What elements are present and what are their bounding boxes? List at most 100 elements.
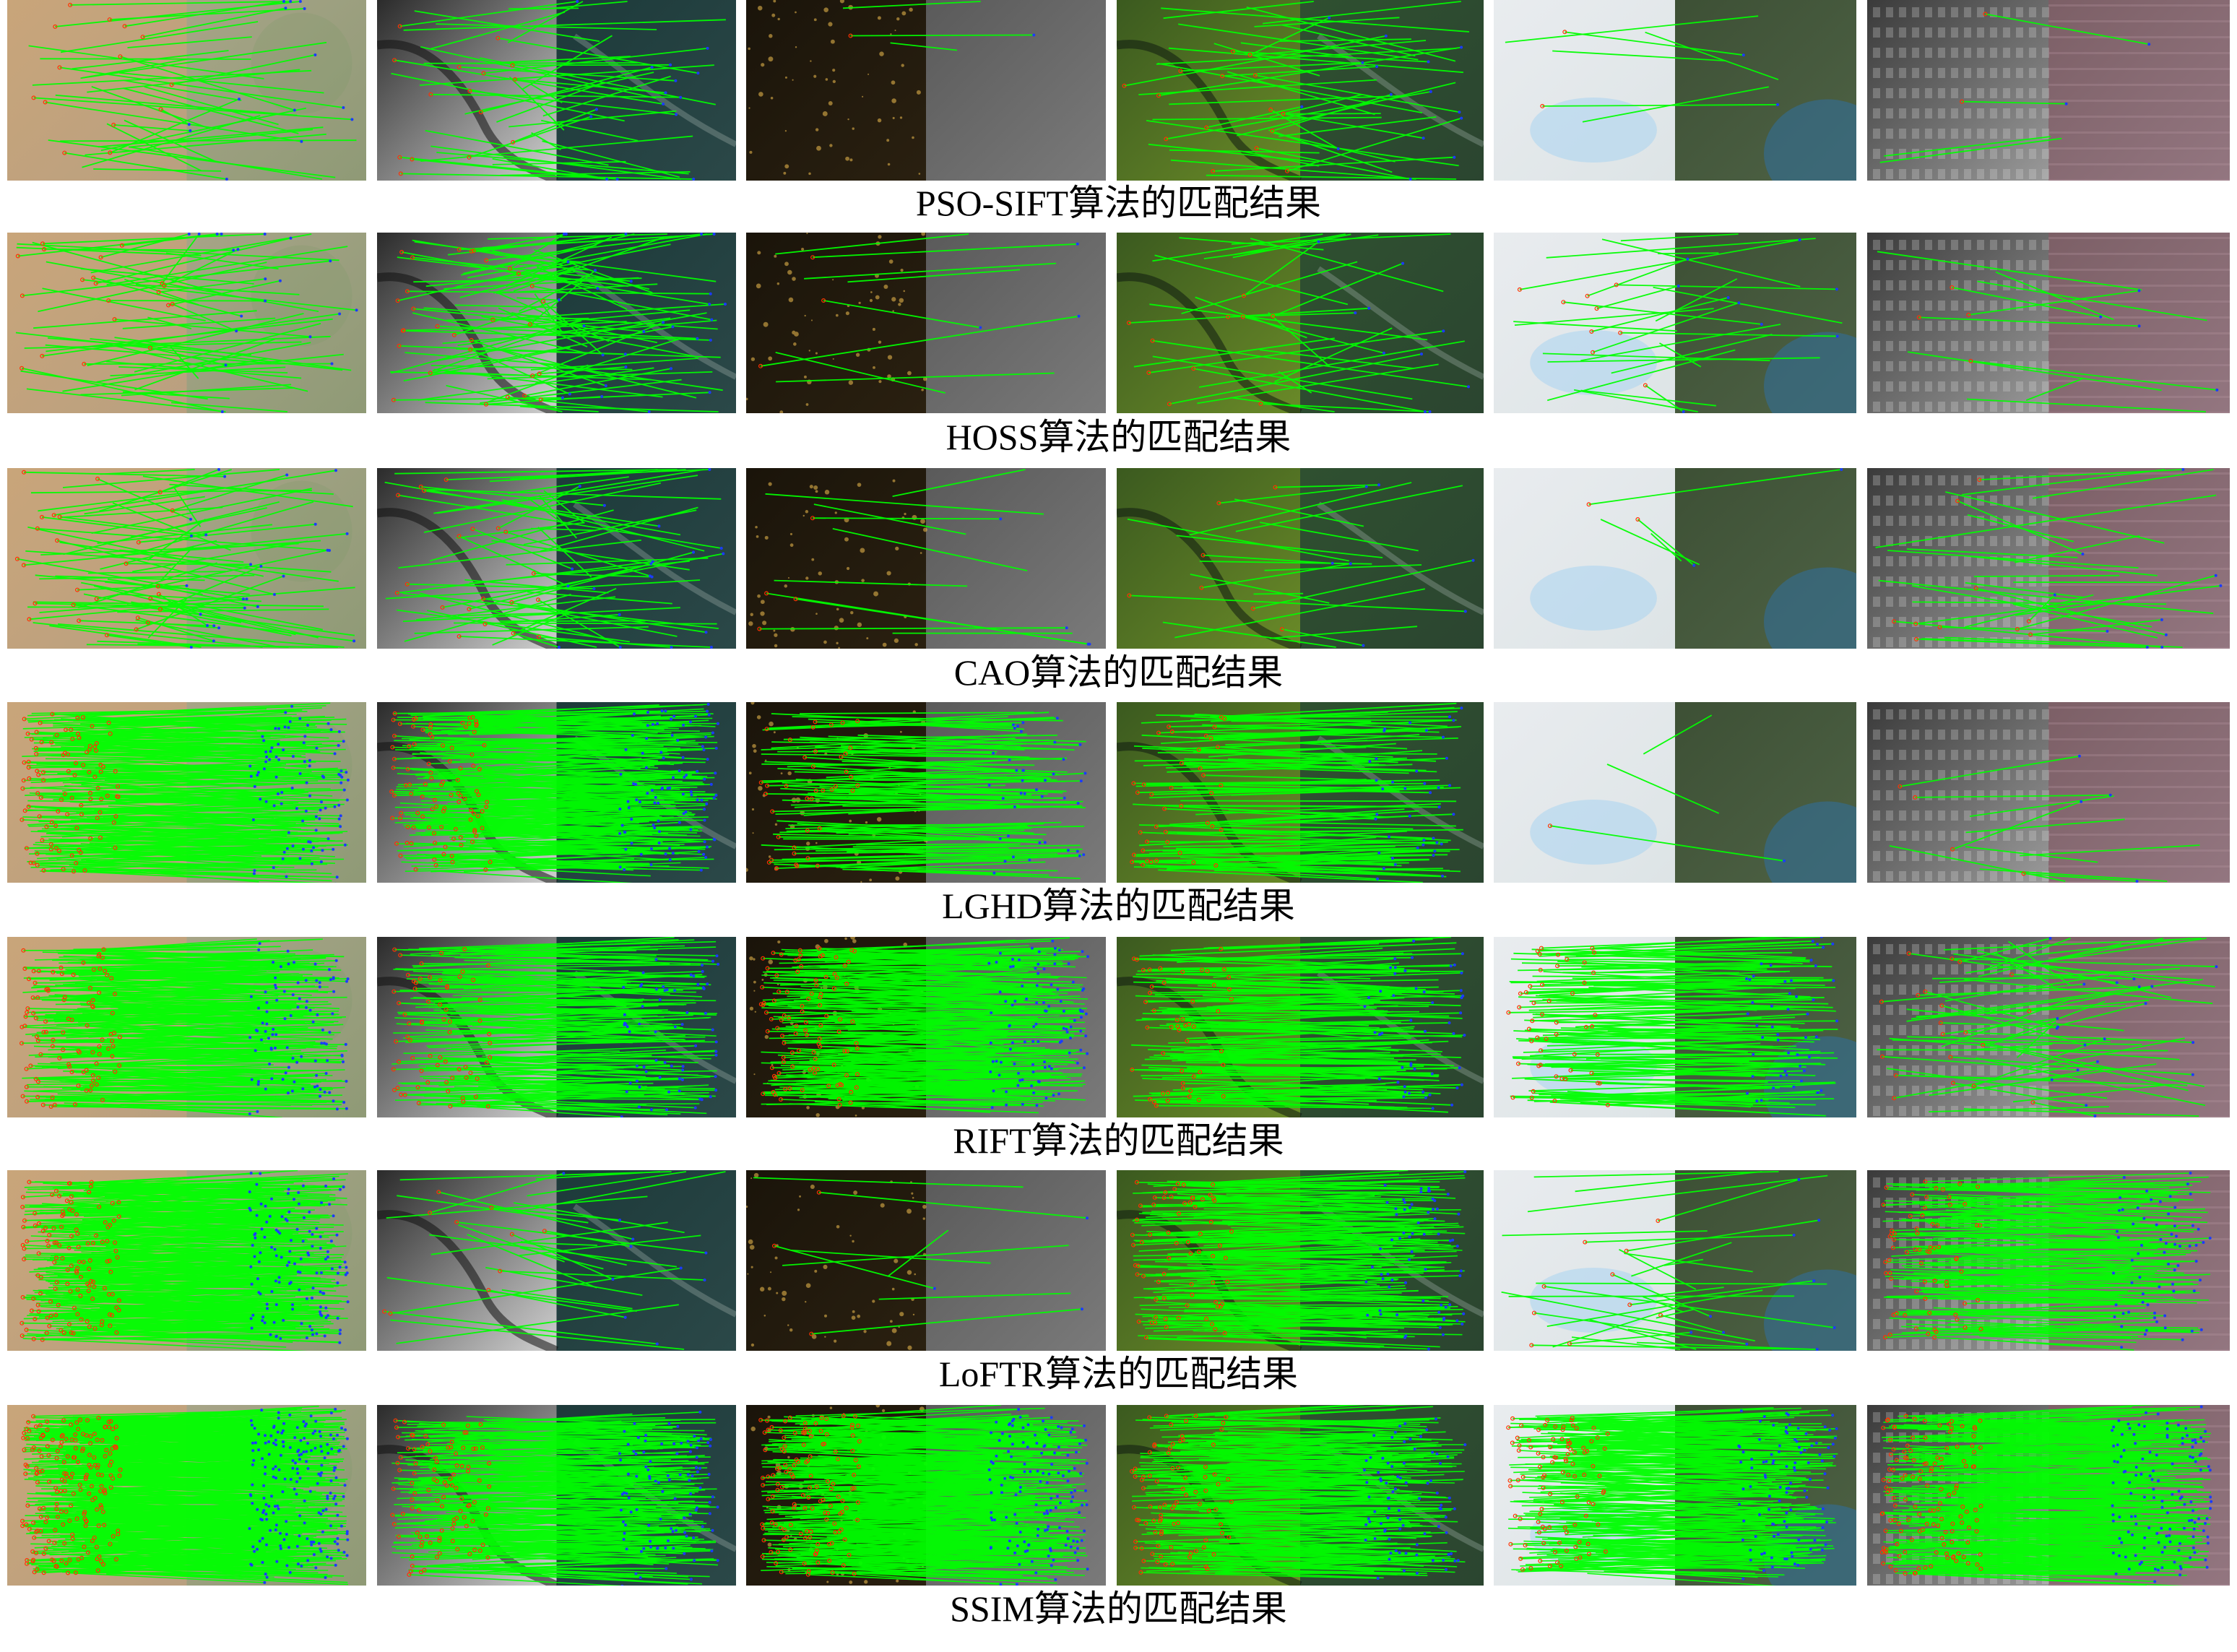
match-panel-pso-sift-1 [7, 0, 366, 181]
caption-loftr: LoFTR算法的匹配结果 [938, 1354, 1299, 1394]
match-panel-rift-3 [746, 937, 1106, 1117]
right-image [2048, 702, 2230, 883]
match-panel-loftr-1 [7, 1170, 366, 1351]
match-lines [1588, 469, 1842, 566]
keypoints [1130, 1414, 1467, 1580]
match-panel-lghd-5 [1494, 702, 1856, 883]
keypoints [1898, 754, 2139, 883]
match-lines [1505, 15, 1779, 123]
image-pair-river-optical [1117, 1405, 1484, 1586]
image-pair-depth-vs-urban [1867, 702, 2230, 883]
match-panel-lghd-3 [746, 702, 1106, 883]
match-lines [1877, 938, 2217, 1117]
match-lines [391, 704, 718, 883]
image-pair-desert [7, 0, 366, 181]
match-panel-rift-6 [1867, 937, 2230, 1117]
keypoints [1547, 823, 1786, 862]
image-pair-desert [7, 233, 366, 413]
image-pair-river-optical [1117, 1170, 1484, 1351]
left-image [746, 1170, 926, 1351]
keypoints [20, 1172, 350, 1344]
keypoints [390, 1410, 719, 1586]
image-pair-river-sar [377, 468, 736, 649]
image-pair-map-vs-satellite [1494, 233, 1856, 413]
match-panel-rift-4 [1117, 937, 1484, 1117]
scene-texture [1117, 266, 1484, 413]
match-lines [1875, 469, 2221, 648]
scene-texture [377, 501, 736, 649]
caption-ssim: SSIM算法的匹配结果 [950, 1588, 1287, 1629]
match-panel-lghd-6 [1867, 702, 2230, 883]
match-panel-lghd-2 [377, 702, 736, 883]
match-panel-loftr-4 [1117, 1170, 1484, 1351]
match-panel-cao-2 [377, 468, 736, 649]
caption-hoss: HOSS算法的匹配结果 [946, 417, 1291, 457]
scene-texture [251, 245, 352, 347]
keypoints [758, 717, 1087, 875]
keypoints [771, 1190, 1089, 1336]
match-lines [1128, 233, 1469, 412]
scene-texture [1873, 237, 2230, 413]
keypoints [1506, 1409, 1838, 1580]
match-panel-hoss-3 [746, 233, 1106, 413]
match-lines [1127, 482, 1474, 648]
match-lines [1882, 1172, 2211, 1351]
image-pair-desert [7, 937, 366, 1117]
match-lines [759, 469, 1090, 645]
match-panel-hoss-5 [1494, 233, 1856, 413]
match-panel-ssim-6 [1867, 1405, 2230, 1586]
keypoints [758, 1408, 1089, 1586]
keypoints [1130, 939, 1466, 1110]
keypoints [1879, 1405, 2213, 1583]
right-image [2048, 233, 2230, 413]
image-pair-map-vs-satellite [1494, 0, 1856, 181]
match-panel-rift-1 [7, 937, 366, 1117]
scene-texture [1873, 472, 2230, 649]
keypoints [757, 516, 1091, 646]
caption-pso-sift: PSO-SIFT算法的匹配结果 [915, 183, 1322, 223]
match-lines [1879, 13, 2150, 163]
left-image [746, 0, 926, 181]
match-panel-hoss-2 [377, 233, 736, 413]
match-panel-hoss-6 [1867, 233, 2230, 413]
keypoints [381, 1172, 708, 1346]
match-panel-pso-sift-3 [746, 0, 1106, 181]
image-pair-river-sar [377, 937, 736, 1117]
keypoints [1126, 240, 1470, 413]
match-panel-pso-sift-6 [1867, 0, 2230, 181]
match-lines [1124, 1, 1470, 180]
match-lines [1131, 937, 1465, 1113]
keypoints [391, 947, 720, 1117]
match-lines [22, 1406, 349, 1586]
keypoints [20, 942, 350, 1115]
right-image [556, 1170, 736, 1351]
keypoints [1517, 238, 1839, 413]
match-panel-lghd-4 [1117, 702, 1484, 883]
match-panel-loftr-3 [746, 1170, 1106, 1351]
image-pair-desert [7, 1405, 366, 1586]
keypoints [1506, 937, 1838, 1107]
match-lines [761, 1405, 1088, 1586]
scene-texture [746, 233, 927, 413]
image-pair-river-optical [1117, 937, 1484, 1117]
match-lines [1508, 937, 1838, 1117]
match-panel-pso-sift-4 [1117, 0, 1484, 181]
keypoints [758, 242, 1081, 368]
image-pair-depth-vs-urban [1867, 468, 2230, 649]
match-panel-hoss-4 [1117, 233, 1484, 413]
caption-cao: CAO算法的匹配结果 [953, 652, 1284, 693]
image-pair-map-vs-satellite [1494, 1170, 1856, 1351]
image-pair-river-optical [1117, 233, 1484, 413]
match-lines [1882, 1405, 2212, 1586]
match-lines [384, 469, 724, 648]
image-pair-depth-vs-urban [1867, 0, 2230, 181]
keypoints [20, 1407, 350, 1584]
image-pair-depth-vs-urban [1867, 1170, 2230, 1351]
image-pair-desert [7, 468, 366, 649]
match-panel-ssim-5 [1494, 1405, 1856, 1586]
image-pair-depth-vs-urban [1867, 1405, 2230, 1586]
right-image [926, 468, 1106, 649]
scene-texture [1530, 566, 1856, 649]
match-lines [17, 469, 355, 648]
match-panel-ssim-2 [377, 1405, 736, 1586]
